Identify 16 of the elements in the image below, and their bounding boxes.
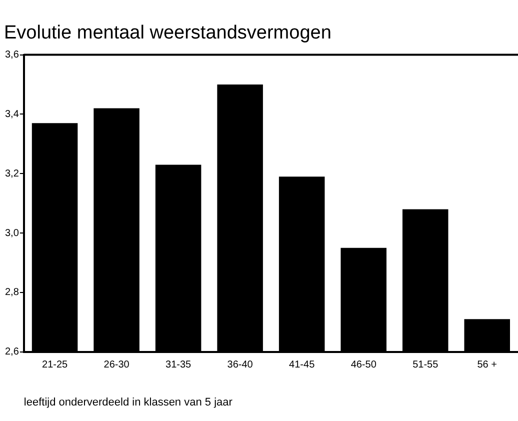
x-axis-title: leeftijd onderverdeeld in klassen van 5 jaar (24, 396, 233, 408)
x-tick-label: 31-35 (166, 360, 192, 371)
x-tick-label: 21-25 (42, 360, 68, 371)
x-tick-label: 51-55 (412, 360, 439, 371)
y-tick-label: 3,0 (4, 228, 20, 239)
x-tick-label: 56 + (477, 360, 498, 371)
chart-title: Evolutie mentaal weerstandsvermogen (4, 22, 332, 44)
y-tick-label: 3,4 (4, 108, 20, 120)
y-tick-label: 3,6 (4, 50, 20, 61)
x-tick-label: 36-40 (227, 360, 254, 371)
y-tick-label: 3,2 (4, 168, 20, 180)
x-tick-label: 41-45 (289, 360, 316, 371)
x-tick-label: 26-30 (104, 360, 130, 371)
y-tick-label: 2,6 (4, 346, 20, 358)
y-tick-label: 2,8 (4, 287, 20, 298)
x-tick-label: 46-50 (350, 360, 377, 371)
